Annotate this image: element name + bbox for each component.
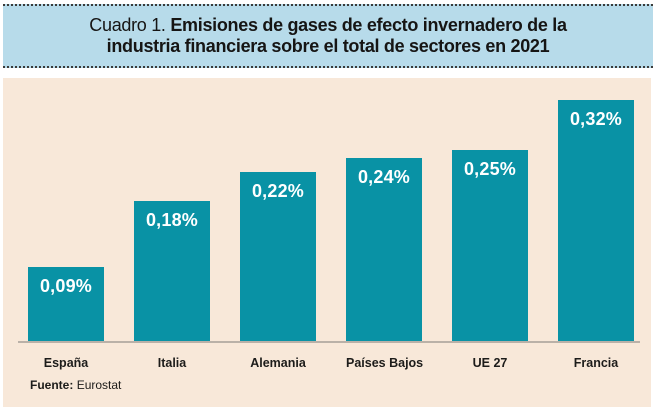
axis-category-label: España (43, 356, 89, 370)
axis-category-label: Alemania (250, 356, 306, 370)
bar-value-label: 0,18% (145, 210, 199, 230)
axis-category-label: Países Bajos (346, 356, 424, 370)
chart-kicker: Cuadro 1. (89, 15, 166, 35)
axis-category-label: Francia (573, 356, 619, 370)
bar-value-label: 0,09% (39, 276, 93, 296)
x-axis-line (18, 341, 640, 343)
chart-panel: 0,09% 0,18% 0,22% 0,24% 0,25% 0,32% España Ita… (3, 78, 651, 407)
source-value: Eurostat (76, 378, 122, 392)
bar-value-label: 0,32% (569, 109, 623, 129)
category-labels-row: España Italia Alemania Países Bajos UE 27 Fra… (28, 356, 634, 370)
bars-container: 0,09% 0,18% 0,22% 0,24% 0,25% 0,32% (28, 78, 634, 342)
source-note: Fuente: Eurostat (30, 378, 121, 392)
chart-header: Cuadro 1. Emisiones de gases de efecto i… (3, 4, 653, 68)
bar-Francia: 0,32% (558, 100, 634, 342)
source-label: Fuente: (30, 378, 74, 392)
bar-Países Bajos: 0,24% (346, 158, 422, 342)
bar-España: 0,09% (28, 267, 104, 342)
bar-value-label: 0,24% (357, 167, 411, 187)
chart-title-line-2: industria financiera sobre el total de s… (106, 36, 550, 56)
axis-category-label: Italia (157, 356, 187, 370)
chart-title: Cuadro 1. Emisiones de gases de efecto i… (89, 15, 567, 57)
bar-UE 27: 0,25% (452, 150, 528, 342)
bar-value-label: 0,25% (463, 159, 517, 179)
bar-Alemania: 0,22% (240, 172, 316, 342)
chart-title-line-1: Emisiones de gases de efecto invernadero… (170, 15, 567, 35)
bar-value-label: 0,22% (251, 181, 305, 201)
axis-category-label: UE 27 (472, 356, 508, 370)
bar-Italia: 0,18% (134, 201, 210, 342)
